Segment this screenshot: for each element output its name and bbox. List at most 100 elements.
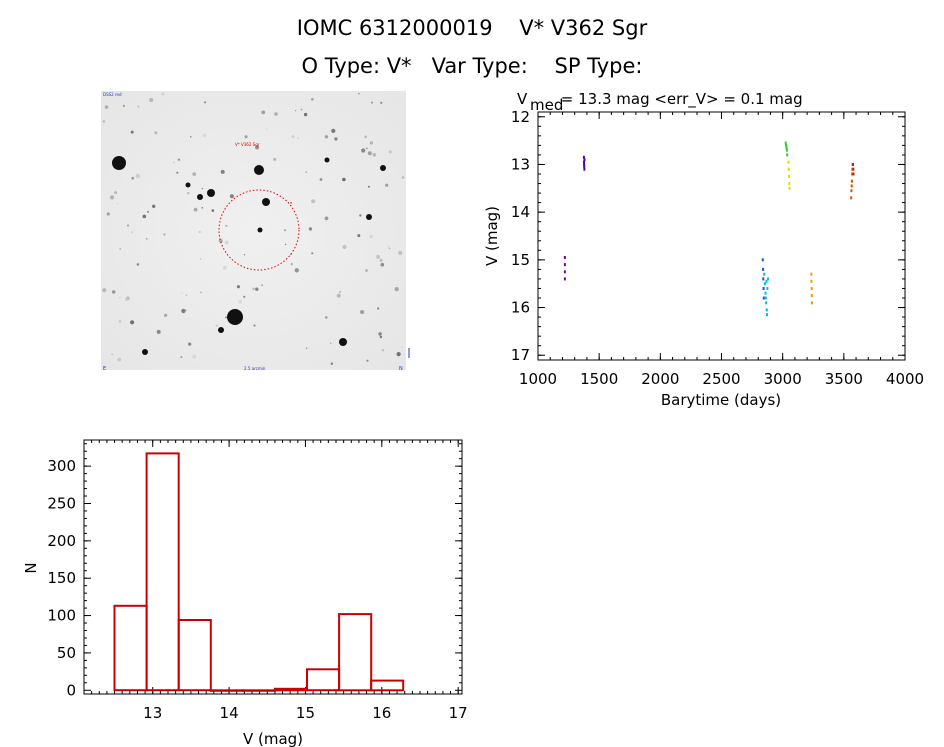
- sky-bright-star: [227, 309, 243, 325]
- hist-x-label: V (mag): [243, 730, 303, 747]
- light-curve-title: V med = 13.3 mag <err_V> = 0.1 mag: [517, 90, 803, 114]
- hist-y-tick-label: 300: [47, 457, 76, 475]
- lc-title-main: V: [517, 90, 528, 108]
- sky-star: [342, 244, 347, 250]
- sky-star: [379, 258, 383, 262]
- sky-star: [380, 262, 385, 267]
- lc-point: [582, 155, 585, 159]
- lc-point: [583, 160, 585, 164]
- hist-x-tick-label: 15: [296, 704, 315, 722]
- target-circle: [218, 189, 300, 271]
- sky-star: [388, 150, 392, 154]
- sky-star: [145, 238, 148, 240]
- sky-star: [370, 101, 374, 104]
- hist-bar: [177, 619, 212, 692]
- sky-star: [261, 284, 263, 286]
- sky-star: [187, 192, 190, 195]
- sky-star: [334, 137, 338, 141]
- lc-x-tick-label: 1500: [580, 370, 618, 388]
- sky-star: [164, 313, 168, 317]
- sky-north-label: N: [399, 366, 403, 372]
- sky-star: [224, 240, 229, 245]
- sky-star: [379, 335, 383, 339]
- lc-point: [763, 272, 766, 276]
- sky-star: [381, 349, 385, 352]
- lc-point: [788, 186, 791, 190]
- sky-star: [204, 101, 207, 104]
- lc-point: [810, 301, 813, 305]
- sky-star: [238, 299, 243, 304]
- sky-star: [401, 346, 403, 348]
- lc-point: [763, 282, 766, 286]
- sky-star: [336, 293, 341, 298]
- sky-star: [190, 136, 192, 138]
- sky-star: [311, 252, 314, 255]
- sky-bright-star: [112, 156, 126, 170]
- lc-point: [762, 267, 765, 271]
- sky-star: [198, 230, 201, 234]
- sky-east-label: E: [103, 366, 106, 372]
- sky-star: [220, 169, 225, 174]
- sky-star: [394, 287, 399, 292]
- sky-star: [357, 234, 361, 238]
- sky-star: [367, 151, 372, 156]
- sky-star: [396, 352, 401, 357]
- sky-star: [398, 250, 403, 255]
- lc-point: [766, 313, 768, 317]
- sky-star: [136, 263, 140, 266]
- sky-stars: [102, 92, 405, 366]
- sky-star: [130, 320, 135, 325]
- sky-star: [102, 120, 106, 123]
- sky-star: [387, 245, 390, 248]
- sky-star: [185, 309, 187, 311]
- lc-y-tick-label: 15: [511, 251, 530, 269]
- sky-bright-star: [185, 182, 191, 188]
- sky-star: [365, 269, 368, 272]
- sky-star: [243, 254, 246, 256]
- lc-point: [850, 189, 853, 193]
- sky-star: [229, 194, 234, 199]
- lc-y-tick-label: 13: [511, 155, 530, 173]
- lc-point: [583, 158, 586, 162]
- sky-star: [201, 187, 204, 190]
- sky-star: [118, 320, 122, 323]
- sky-star: [236, 285, 240, 289]
- lc-points: [563, 141, 855, 317]
- lc-point: [766, 287, 769, 290]
- sky-star: [225, 224, 228, 227]
- sky-star: [142, 214, 147, 219]
- hist-bar: [241, 689, 276, 692]
- sky-star: [185, 294, 188, 296]
- sky-bright-star: [324, 157, 330, 163]
- sky-star: [106, 212, 110, 216]
- sky-star: [311, 98, 314, 101]
- sky-star: [215, 324, 218, 327]
- sky-star: [180, 356, 183, 359]
- lc-point: [761, 258, 764, 262]
- lc-point: [810, 272, 813, 276]
- sky-star: [244, 135, 248, 139]
- sky-star: [130, 231, 133, 234]
- lc-x-tick-label: 2000: [641, 370, 679, 388]
- lc-y-tick-label: 17: [511, 346, 530, 364]
- hist-ticks: 13 14 15 16 17 0 50 100 150 200 250 300: [47, 440, 468, 722]
- sky-star: [290, 202, 292, 204]
- hist-bar: [370, 679, 405, 692]
- sky-star: [200, 291, 202, 294]
- sky-star: [222, 265, 227, 270]
- sky-star: [192, 354, 197, 359]
- sky-target-label: V* V362 Sgr: [235, 142, 260, 147]
- sky-star: [294, 268, 299, 273]
- sky-star: [211, 209, 215, 212]
- sky-bright-star: [218, 327, 224, 333]
- sky-star: [176, 171, 179, 174]
- sky-star: [137, 105, 140, 108]
- lc-point: [785, 146, 788, 150]
- hist-x-tick-label: 14: [220, 704, 239, 722]
- sky-scale-label: 2.5 arcmin: [244, 366, 266, 371]
- sky-star: [265, 128, 268, 131]
- hist-y-tick-label: 0: [66, 681, 76, 699]
- sky-star: [273, 157, 277, 161]
- sky-star: [325, 316, 328, 319]
- lc-point: [810, 294, 813, 298]
